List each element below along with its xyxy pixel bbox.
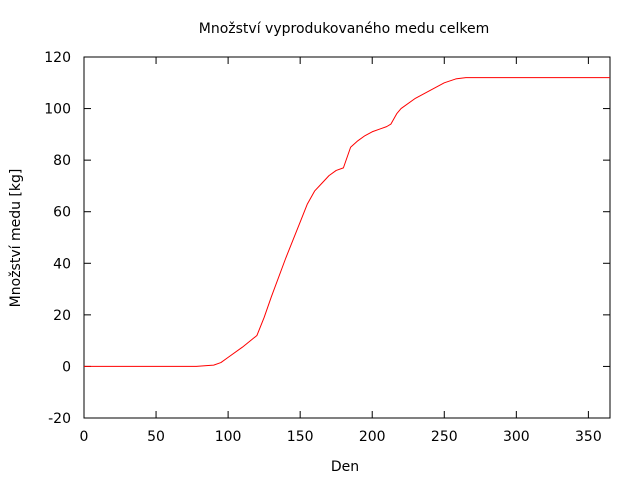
x-tick-label: 0 <box>80 429 89 445</box>
x-tick-label: 300 <box>503 429 530 445</box>
ticks-layer: 0 50 100 150 200 250 300 350 -20 0 20 40 60 80 100 120 <box>44 50 610 445</box>
y-tick-label: 80 <box>53 153 71 169</box>
x-tick-label: 350 <box>575 429 602 445</box>
y-tick-label: 120 <box>44 50 71 66</box>
y-tick-label: 60 <box>53 205 71 221</box>
y-tick-label: 0 <box>62 359 71 375</box>
y-tick-label: 20 <box>53 308 71 324</box>
series-layer <box>84 77 610 367</box>
x-tick-label: 150 <box>287 429 314 445</box>
x-tick-label: 200 <box>359 429 386 445</box>
plot-frame <box>83 56 611 419</box>
y-tick-label: 40 <box>53 256 71 272</box>
y-tick-label: 100 <box>44 102 71 118</box>
y-tick-label: -20 <box>48 411 71 427</box>
chart-title: Množství vyprodukovaného medu celkem <box>199 21 489 37</box>
x-tick-label: 250 <box>431 429 458 445</box>
series-line <box>84 77 610 367</box>
y-axis-title: Množství medu [kg] <box>8 169 24 308</box>
x-tick-label: 100 <box>215 429 242 445</box>
x-axis-title: Den <box>331 459 359 475</box>
x-tick-label: 50 <box>147 429 165 445</box>
